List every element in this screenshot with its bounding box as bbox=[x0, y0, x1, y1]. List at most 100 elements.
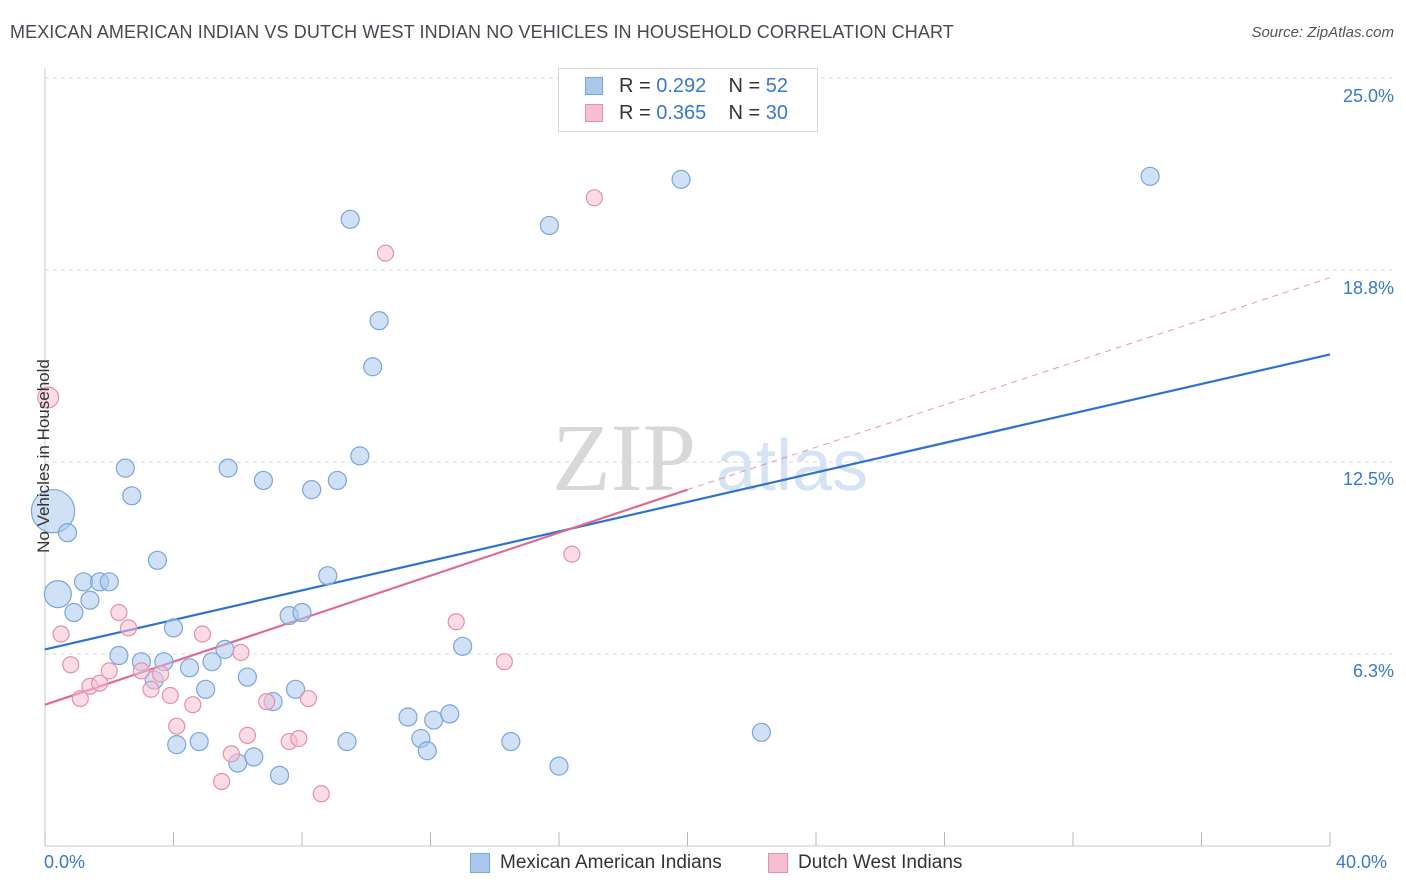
legend-swatch-dutch bbox=[768, 853, 788, 873]
trend-lines bbox=[44, 277, 1331, 706]
point-mexican-17 bbox=[179, 658, 200, 678]
point-dutch-28 bbox=[563, 545, 581, 563]
point-dutch-3 bbox=[71, 689, 89, 708]
legend-swatch-blue bbox=[585, 77, 603, 95]
point-mexican-28 bbox=[269, 765, 290, 785]
point-mexican-36 bbox=[340, 209, 360, 229]
point-mexican-25 bbox=[244, 747, 264, 767]
trend-line-dutch bbox=[44, 488, 688, 706]
point-mexican-49 bbox=[671, 169, 691, 189]
point-mexican-19 bbox=[196, 679, 216, 699]
point-dutch-12 bbox=[161, 686, 179, 705]
point-mexican-21 bbox=[215, 639, 235, 659]
point-mexican-22 bbox=[218, 458, 238, 478]
point-mexican-24 bbox=[237, 667, 257, 687]
point-dutch-5 bbox=[91, 674, 109, 692]
legend-n-label-2: N = bbox=[728, 101, 761, 124]
point-mexican-51 bbox=[1140, 166, 1160, 186]
point-dutch-18 bbox=[232, 643, 250, 662]
point-dutch-10 bbox=[142, 680, 160, 698]
legend-text-series2: R = 0.365 N = 30 bbox=[619, 102, 788, 125]
point-mexican-1 bbox=[43, 579, 72, 609]
source-label: Source: ZipAtlas.com bbox=[1251, 24, 1394, 41]
point-mexican-37 bbox=[350, 446, 370, 466]
legend-label-mexican: Mexican American Indians bbox=[500, 852, 722, 873]
legend-item-dutch-west-indians: Dutch West Indians bbox=[768, 852, 962, 874]
point-dutch-0 bbox=[37, 386, 60, 409]
point-mexican-15 bbox=[163, 618, 184, 638]
point-mexican-31 bbox=[292, 602, 312, 623]
legend-r-label-2: R = bbox=[619, 101, 651, 124]
point-mexican-43 bbox=[424, 710, 444, 730]
point-mexican-46 bbox=[501, 731, 521, 752]
point-dutch-14 bbox=[184, 696, 202, 714]
point-dutch-17 bbox=[222, 745, 240, 763]
legend-n-value-2: 30 bbox=[765, 101, 789, 124]
point-mexican-38 bbox=[363, 357, 383, 377]
y-axis-label: No Vehicles in Household bbox=[34, 359, 53, 553]
axes bbox=[44, 68, 1331, 847]
point-dutch-26 bbox=[447, 613, 465, 631]
point-dutch-8 bbox=[119, 619, 138, 637]
point-dutch-29 bbox=[585, 189, 603, 207]
point-mexican-9 bbox=[115, 458, 135, 478]
y-tick-label-12-5: 12.5% bbox=[1342, 469, 1394, 489]
point-dutch-1 bbox=[52, 625, 70, 643]
watermark-zip: ZIP bbox=[552, 404, 696, 511]
legend-n-label-1: N = bbox=[728, 74, 761, 97]
legend-text-series1: R = 0.292 N = 52 bbox=[619, 75, 788, 98]
x-tick-label-min: 0.0% bbox=[44, 852, 86, 872]
legend-n-value-1: 52 bbox=[765, 74, 789, 97]
point-dutch-25 bbox=[376, 244, 395, 262]
point-mexican-32 bbox=[302, 480, 322, 500]
legend-swatch-mexican bbox=[470, 853, 490, 873]
point-dutch-27 bbox=[495, 653, 513, 671]
point-dutch-24 bbox=[312, 785, 330, 803]
gridlines bbox=[45, 77, 1392, 655]
point-mexican-45 bbox=[453, 636, 473, 656]
chart-title: MEXICAN AMERICAN INDIAN VS DUTCH WEST IN… bbox=[10, 22, 954, 42]
point-mexican-39 bbox=[369, 311, 389, 331]
point-dutch-19 bbox=[238, 726, 256, 745]
legend-label-dutch: Dutch West Indians bbox=[798, 852, 963, 873]
point-mexican-48 bbox=[549, 756, 569, 776]
legend-r-value-1: 0.292 bbox=[656, 74, 707, 97]
point-mexican-7 bbox=[99, 572, 119, 592]
point-mexican-42 bbox=[417, 741, 437, 761]
stats-legend: R = 0.292 N = 52 R = 0.365 N = 30 bbox=[558, 68, 818, 132]
trend-line-dutch-extension bbox=[687, 277, 1331, 491]
point-dutch-22 bbox=[290, 729, 308, 748]
point-mexican-13 bbox=[147, 550, 168, 570]
point-mexican-10 bbox=[122, 486, 142, 506]
data-points bbox=[30, 166, 1160, 803]
point-mexican-16 bbox=[167, 735, 187, 755]
legend-item-mexican-american-indians: Mexican American Indians bbox=[470, 852, 722, 874]
point-mexican-8 bbox=[109, 645, 129, 666]
legend-swatch-pink bbox=[585, 104, 603, 122]
point-mexican-26 bbox=[253, 470, 274, 491]
point-mexican-40 bbox=[398, 707, 418, 727]
point-dutch-23 bbox=[299, 689, 318, 708]
legend-r-value-2: 0.365 bbox=[656, 101, 707, 124]
point-mexican-33 bbox=[318, 566, 338, 586]
point-dutch-16 bbox=[213, 772, 231, 791]
point-mexican-47 bbox=[539, 215, 559, 236]
point-mexican-20 bbox=[202, 652, 222, 672]
point-dutch-13 bbox=[168, 717, 186, 735]
point-mexican-50 bbox=[751, 722, 771, 742]
trend-line-mexican bbox=[44, 353, 1331, 651]
y-tick-label-25: 25.0% bbox=[1342, 86, 1394, 106]
point-mexican-44 bbox=[440, 704, 460, 724]
y-tick-label-6-3: 6.3% bbox=[1352, 661, 1394, 681]
point-dutch-15 bbox=[193, 625, 212, 643]
y-tick-label-18-8: 18.8% bbox=[1342, 278, 1394, 298]
point-dutch-7 bbox=[110, 603, 128, 622]
point-dutch-2 bbox=[62, 656, 80, 674]
point-dutch-9 bbox=[132, 662, 150, 680]
watermark: ZIP atlas bbox=[552, 404, 868, 511]
point-mexican-34 bbox=[327, 470, 347, 491]
point-dutch-20 bbox=[258, 693, 276, 711]
point-mexican-30 bbox=[285, 679, 306, 699]
point-mexican-3 bbox=[64, 602, 84, 623]
